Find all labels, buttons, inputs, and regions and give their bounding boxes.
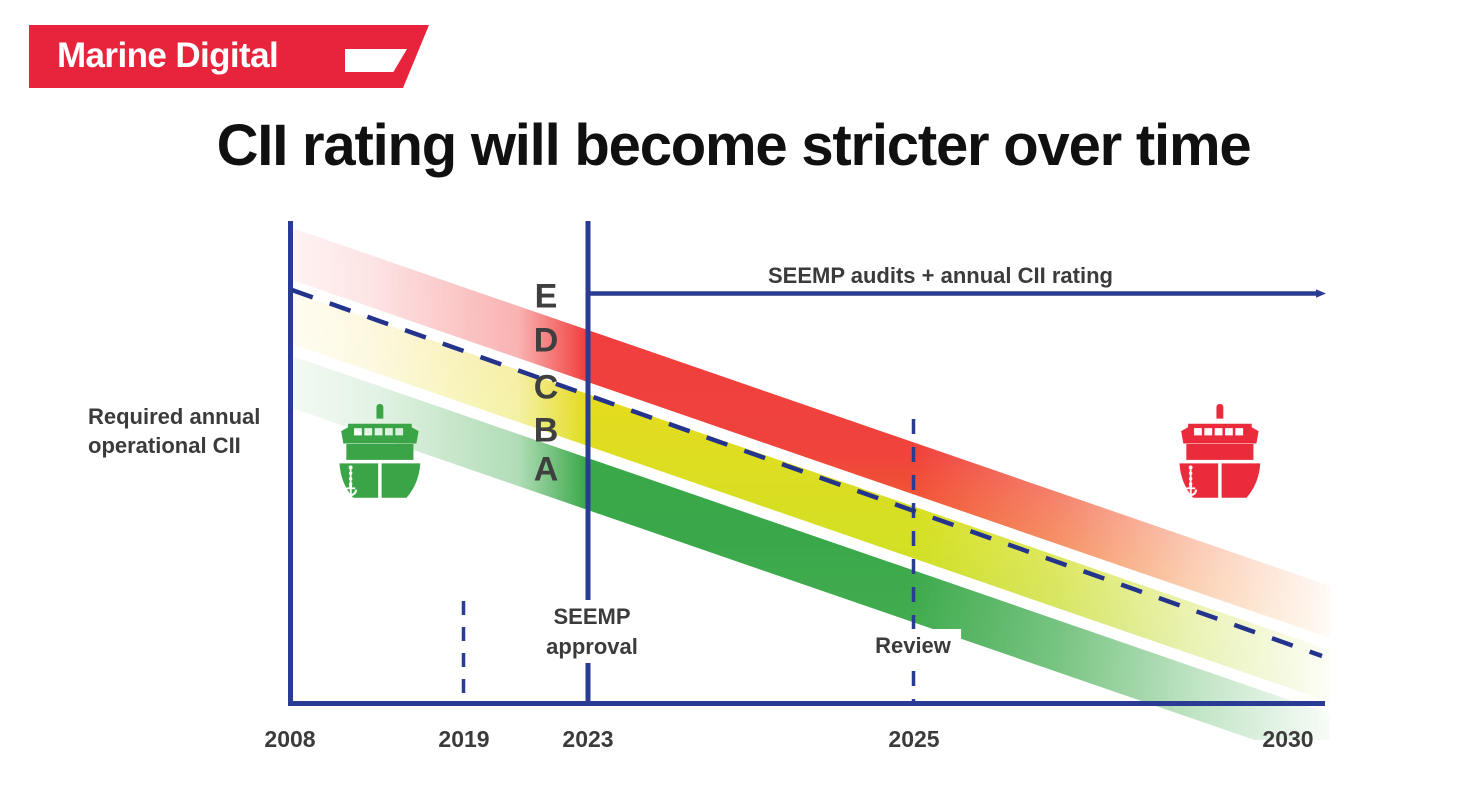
x-tick-2023: 2023 xyxy=(562,726,614,752)
grade-label-a: A xyxy=(533,450,559,489)
x-tick-2025: 2025 xyxy=(888,726,940,752)
y-axis-caption-line-2: operational CII xyxy=(88,432,241,458)
x-tick-2030: 2030 xyxy=(1262,726,1314,752)
grade-label-b: B xyxy=(533,411,559,450)
y-axis-caption: Required annual operational CII xyxy=(88,403,298,460)
band-red xyxy=(292,228,1330,638)
band-green xyxy=(292,356,1330,766)
brand-logo[interactable]: Marine Digital xyxy=(29,25,429,88)
boat-hull-icon xyxy=(345,49,407,72)
grade-label-c: C xyxy=(533,368,559,407)
y-axis-caption-line-1: Required annual xyxy=(88,404,261,429)
seemp-approval-line-2: approval xyxy=(546,633,638,659)
grade-label-d: D xyxy=(533,321,559,360)
page-title: CII rating will become stricter over tim… xyxy=(216,113,1252,178)
cii-rating-bands xyxy=(292,228,1330,766)
x-tick-2008: 2008 xyxy=(264,726,316,752)
ship-icon-good xyxy=(339,404,421,498)
ship-icon-bad xyxy=(1179,404,1261,498)
x-tick-2019: 2019 xyxy=(438,726,490,752)
seemp-approval-label: SEEMP approval xyxy=(536,600,648,664)
review-label: Review xyxy=(865,629,961,663)
logo-text: Marine Digital xyxy=(57,35,279,75)
seemp-audits-label: SEEMP audits + annual CII rating xyxy=(768,263,1113,288)
band-yellow xyxy=(292,292,1330,702)
seemp-approval-line-1: SEEMP xyxy=(553,604,631,629)
grade-label-e: E xyxy=(534,277,558,316)
